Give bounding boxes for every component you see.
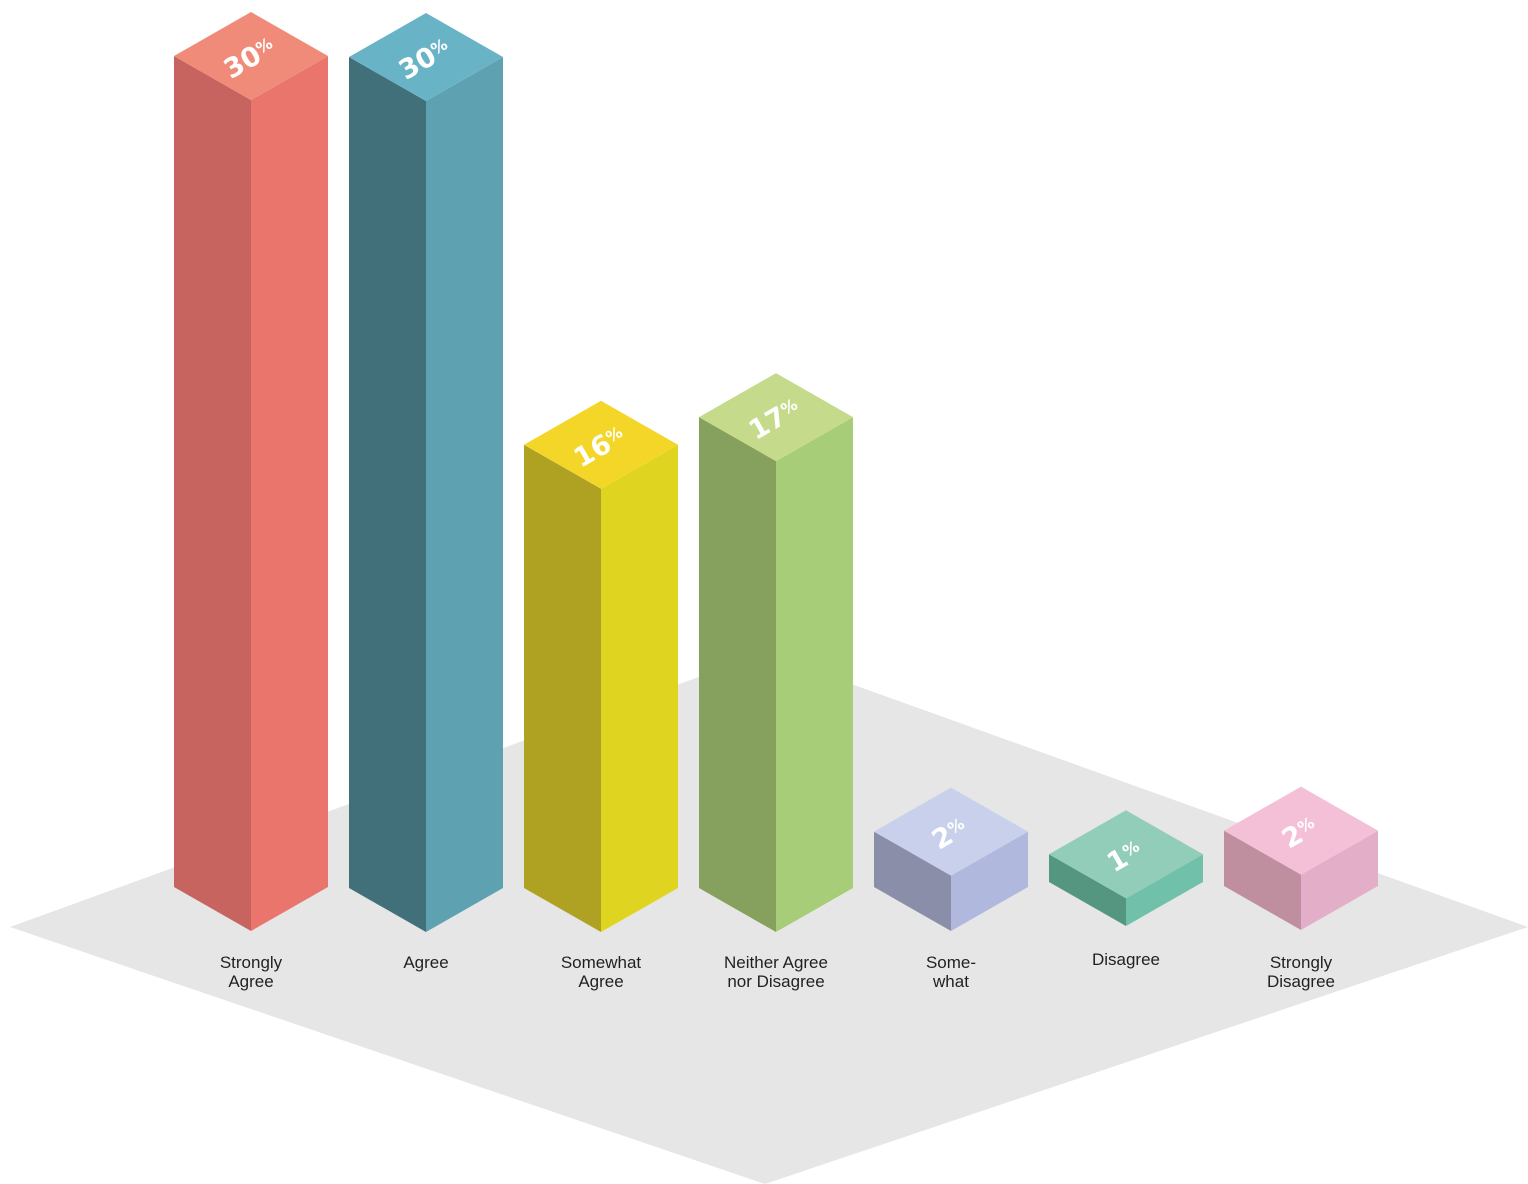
category-label: Strongly Agree bbox=[220, 953, 283, 991]
bar-right-face bbox=[251, 56, 328, 931]
bar-left-face bbox=[174, 56, 251, 931]
bar-right-face bbox=[1301, 830, 1378, 930]
bar-1: 30% bbox=[174, 12, 328, 931]
category-label: Somewhat Agree bbox=[561, 953, 642, 991]
bar-left-face bbox=[1049, 854, 1126, 926]
category-label: Agree bbox=[403, 953, 448, 972]
category-label: Neither Agree nor Disagree bbox=[724, 953, 828, 991]
bar-top-face bbox=[699, 373, 853, 462]
bar-right-face bbox=[1126, 854, 1203, 926]
bar-2: 30% bbox=[349, 13, 503, 932]
bar-left-face bbox=[349, 57, 426, 932]
category-label: Some-what bbox=[926, 953, 976, 991]
bar-top-face bbox=[874, 787, 1028, 876]
bar-top-face bbox=[1224, 786, 1378, 875]
bar-left-face bbox=[699, 417, 776, 933]
bar-right-face bbox=[776, 417, 853, 933]
bar-top-face bbox=[349, 13, 503, 101]
bar-7: 2% bbox=[1224, 786, 1378, 930]
bar-left-face bbox=[1224, 830, 1301, 930]
bar-top-face bbox=[1049, 810, 1203, 899]
bar-left-face bbox=[874, 831, 951, 931]
category-label: Disagree bbox=[1092, 950, 1160, 969]
bar-right-face bbox=[951, 831, 1028, 931]
bar-3: 16% bbox=[524, 400, 678, 932]
bar-4: 17% bbox=[699, 373, 853, 933]
bar-top-face bbox=[524, 400, 678, 489]
bar-top-face bbox=[174, 12, 328, 100]
bar-left-face bbox=[524, 444, 601, 932]
bar-right-face bbox=[601, 444, 678, 932]
category-label: Strongly Disagree bbox=[1267, 953, 1335, 991]
bar-6: 1% bbox=[1049, 810, 1203, 926]
bar-5: 2% bbox=[874, 787, 1028, 931]
bar-right-face bbox=[426, 57, 503, 932]
